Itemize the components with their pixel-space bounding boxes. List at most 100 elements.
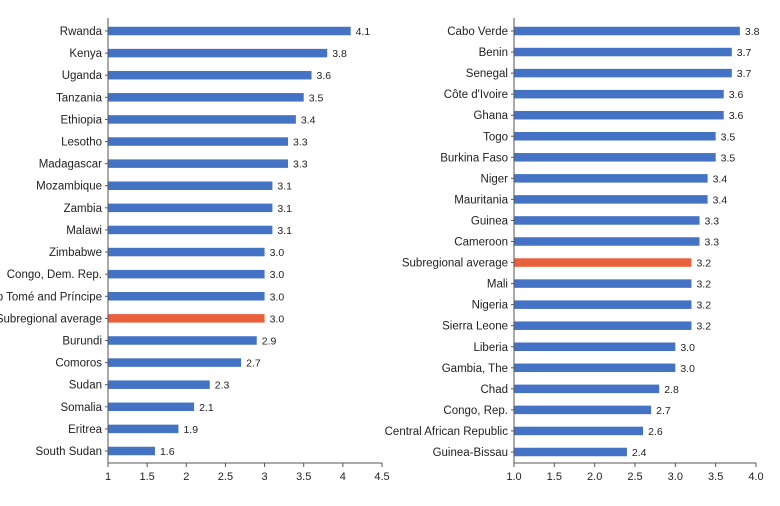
value-label: 3.3 [705, 237, 720, 249]
value-label: 3.4 [713, 194, 728, 206]
x-tick-label: 1.0 [506, 471, 521, 483]
category-label: Mali [487, 279, 508, 291]
x-tick-label: 3.0 [668, 471, 683, 483]
bar [514, 405, 652, 415]
value-label: 3.7 [737, 47, 752, 59]
value-label: 3.0 [270, 269, 285, 281]
x-tick-label: 1.5 [139, 471, 154, 483]
category-label: Sudan [69, 380, 102, 392]
value-label: 2.3 [215, 380, 230, 392]
category-label: Gambia, The [442, 363, 508, 375]
value-label: 3.3 [705, 215, 720, 227]
category-label: Eritrea [68, 424, 102, 436]
category-label: Madagascar [39, 159, 102, 171]
bar [108, 402, 195, 412]
value-label: 1.9 [183, 424, 198, 436]
category-label: Zambia [64, 203, 103, 215]
category-label: Guinea [471, 215, 509, 227]
bar [514, 26, 740, 36]
value-label: 3.2 [696, 279, 711, 291]
bar [108, 203, 273, 213]
category-label: Malawi [66, 225, 102, 237]
value-label: 2.8 [664, 384, 679, 396]
bar [514, 153, 716, 162]
bar-subregional-average [514, 258, 692, 267]
value-label: 2.1 [199, 402, 214, 414]
category-label: São Tomé and Príncipe [0, 291, 102, 303]
category-label: Comoros [55, 358, 102, 370]
bar [108, 336, 257, 345]
bar [108, 358, 242, 367]
category-label: Benin [479, 47, 508, 59]
bar [108, 26, 351, 36]
value-label: 3.5 [721, 152, 736, 164]
value-label: 2.6 [648, 426, 663, 438]
value-label: 1.6 [160, 446, 175, 458]
bar [514, 89, 724, 99]
category-label: Togo [483, 131, 508, 143]
bar [514, 132, 716, 141]
category-label: Subregional average [0, 313, 102, 325]
bar [108, 115, 296, 124]
category-label: Ethiopia [60, 114, 102, 126]
category-label: Congo, Rep. [443, 405, 508, 417]
bar [514, 216, 700, 225]
bar [514, 47, 732, 57]
category-label: Congo, Dem. Rep. [7, 269, 102, 281]
value-label: 4.1 [356, 26, 371, 38]
x-tick-label: 2.5 [218, 471, 233, 483]
bar [108, 424, 179, 434]
bar [514, 237, 700, 246]
x-tick-label: 4.5 [374, 471, 389, 483]
bar [108, 48, 328, 58]
bar [514, 447, 627, 457]
bar [108, 70, 312, 80]
bar [514, 195, 708, 204]
value-label: 3.6 [729, 89, 744, 101]
value-label: 3.6 [729, 110, 744, 122]
value-label: 3.3 [293, 159, 308, 171]
value-label: 2.7 [246, 358, 261, 370]
category-label: Zimbabwe [49, 247, 102, 259]
x-tick-label: 1 [105, 471, 111, 483]
category-label: Tanzania [56, 92, 103, 104]
bar [108, 181, 273, 190]
category-label: Subregional average [402, 258, 508, 270]
value-label: 3.4 [301, 114, 316, 126]
category-label: Nigeria [472, 300, 509, 312]
category-label: Sierra Leone [442, 321, 508, 333]
category-label: Burundi [62, 335, 102, 347]
category-label: Lesotho [61, 137, 102, 149]
value-label: 3.0 [680, 342, 695, 354]
bar [108, 446, 155, 456]
bar [514, 279, 692, 288]
value-label: 3.8 [745, 26, 760, 38]
value-label: 2.9 [262, 335, 277, 347]
category-label: Central African Republic [385, 426, 509, 438]
category-label: Somalia [60, 402, 102, 414]
bar [108, 292, 265, 301]
category-label: Senegal [466, 68, 508, 80]
bar [514, 363, 676, 373]
value-label: 3.2 [696, 300, 711, 312]
bar [108, 269, 265, 279]
value-label: 3.5 [721, 131, 736, 143]
category-label: Mauritania [454, 194, 508, 206]
bar [514, 342, 676, 351]
category-label: Côte d'Ivoire [444, 89, 508, 101]
x-tick-label: 2 [183, 471, 189, 483]
value-label: 3.8 [332, 48, 347, 60]
category-label: Chad [481, 384, 509, 396]
value-label: 3.1 [277, 203, 292, 215]
left-chart: 1 1.5 2 2.5 3 3.5 4 4.5 Rwanda 4.1 Kenya 3.8 Uganda 3… [0, 18, 390, 483]
category-label: Burkina Faso [440, 152, 508, 164]
value-label: 3.0 [270, 247, 285, 259]
bar [514, 426, 644, 436]
value-label: 3.0 [270, 291, 285, 303]
category-label: Cabo Verde [447, 26, 508, 38]
bar [514, 384, 660, 394]
value-label: 3.0 [680, 363, 695, 375]
bar [514, 174, 708, 183]
bar [108, 225, 273, 235]
